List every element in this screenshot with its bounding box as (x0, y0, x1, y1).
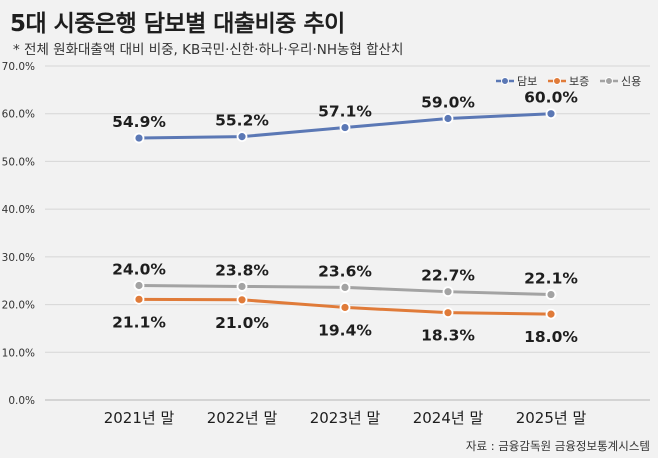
data-label: 18.3% (421, 327, 475, 345)
data-label: 57.1% (318, 103, 372, 121)
y-tick-label: 50.0% (2, 156, 35, 168)
source-note: 자료 : 금융감독원 금융정보통계시스템 (465, 439, 650, 453)
data-point (339, 122, 351, 133)
legend-label: 신용 (621, 75, 641, 88)
legend-swatch-marker (501, 77, 509, 85)
data-point (236, 294, 248, 306)
data-label: 24.0% (112, 260, 166, 278)
legend-label: 담보 (517, 75, 537, 88)
y-tick-label: 70.0% (2, 61, 35, 73)
x-tick-label: 2022년 말 (207, 409, 278, 427)
data-point (442, 286, 454, 298)
x-axis-ticks: 2021년 말 2022년 말 2023년 말 2024년 말 2025년 말 (104, 409, 587, 427)
data-label: 55.2% (215, 112, 269, 130)
series-group: 54.9% 55.2% 57.1% 59.0% 60.0% 21.1% 21.0% 19.4%… (112, 89, 578, 346)
x-tick-label: 2021년 말 (104, 409, 175, 427)
series-신용: 24.0% 23.8% 23.6% 22.7% 22.1% (112, 260, 578, 300)
data-label: 23.8% (215, 261, 269, 279)
data-point (442, 307, 454, 319)
series-보증: 21.1% 21.0% 19.4% 18.3% 18.0% (112, 293, 578, 346)
data-label: 21.0% (215, 314, 269, 332)
data-label: 22.7% (421, 267, 475, 285)
grid-lines (45, 65, 650, 401)
y-tick-label: 10.0% (2, 347, 35, 359)
y-tick-label: 30.0% (2, 252, 35, 264)
legend-swatch-marker (553, 77, 561, 85)
data-label: 23.6% (318, 262, 372, 280)
y-tick-label: 20.0% (2, 300, 35, 312)
data-label: 22.1% (524, 270, 578, 288)
data-label: 54.9% (112, 113, 166, 131)
data-point (545, 308, 557, 320)
y-axis-ticks: 0.0% 10.0% 20.0% 30.0% 40.0% 50.0% 60.0% 70.0% (2, 61, 35, 407)
data-label: 21.1% (112, 313, 166, 331)
data-point (236, 131, 248, 143)
legend-swatch-marker (605, 77, 613, 85)
x-tick-label: 2023년 말 (310, 409, 381, 427)
data-point (133, 132, 145, 144)
chart-subtitle: * 전체 원화대출액 대비 비중, KB국민·신한·하나·우리·NH농협 합산치 (13, 42, 404, 58)
data-label: 18.0% (524, 328, 578, 346)
data-point (339, 281, 351, 293)
x-tick-label: 2025년 말 (516, 409, 587, 427)
y-tick-label: 60.0% (2, 109, 35, 121)
y-tick-label: 40.0% (2, 204, 35, 216)
legend-item-보증: 보증 (548, 75, 589, 88)
data-label: 60.0% (524, 89, 578, 107)
data-point (442, 113, 454, 124)
legend-item-담보: 담보 (496, 75, 537, 88)
data-label: 59.0% (421, 93, 475, 111)
legend-item-신용: 신용 (600, 75, 641, 88)
x-tick-label: 2024년 말 (413, 409, 484, 427)
data-label: 19.4% (318, 321, 372, 339)
data-point (133, 293, 145, 305)
data-point (236, 281, 248, 292)
y-tick-label: 0.0% (8, 395, 35, 407)
series-담보: 54.9% 55.2% 57.1% 59.0% 60.0% (112, 89, 578, 144)
chart-title: 5대 시중은행 담보별 대출비중 추이 (10, 11, 345, 37)
data-point (545, 108, 557, 120)
data-point (545, 289, 557, 300)
legend-label: 보증 (569, 75, 589, 88)
data-point (133, 280, 145, 291)
legend: 담보 보증 신용 (496, 75, 641, 88)
data-point (339, 302, 351, 313)
